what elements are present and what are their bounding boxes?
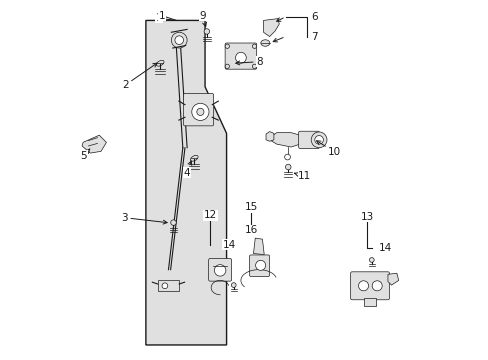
Circle shape — [191, 103, 208, 121]
Text: 2: 2 — [122, 63, 157, 90]
Polygon shape — [269, 133, 300, 147]
Ellipse shape — [156, 60, 163, 66]
Circle shape — [284, 154, 290, 160]
Circle shape — [285, 164, 290, 170]
Circle shape — [175, 36, 183, 44]
Polygon shape — [265, 132, 273, 141]
Text: 12: 12 — [203, 210, 217, 220]
Circle shape — [171, 32, 187, 48]
Circle shape — [252, 64, 256, 68]
FancyBboxPatch shape — [208, 258, 231, 281]
FancyBboxPatch shape — [183, 94, 213, 126]
Text: 1: 1 — [159, 11, 165, 21]
Bar — [158, 280, 179, 291]
Circle shape — [214, 265, 225, 276]
Circle shape — [314, 135, 323, 144]
Text: 13: 13 — [360, 212, 373, 222]
Polygon shape — [263, 19, 279, 37]
Polygon shape — [145, 21, 226, 345]
Polygon shape — [253, 238, 264, 255]
Circle shape — [231, 283, 236, 287]
FancyBboxPatch shape — [298, 131, 319, 148]
Text: 1: 1 — [156, 13, 162, 23]
Text: 3: 3 — [121, 213, 167, 224]
Text: 11: 11 — [294, 171, 311, 181]
Circle shape — [196, 108, 203, 116]
Text: 16: 16 — [244, 225, 257, 235]
Text: 14: 14 — [378, 243, 391, 253]
Circle shape — [310, 132, 326, 148]
Text: 15: 15 — [244, 202, 257, 212]
Circle shape — [224, 64, 229, 68]
Circle shape — [358, 281, 368, 291]
FancyBboxPatch shape — [350, 272, 388, 300]
Circle shape — [170, 220, 176, 225]
Polygon shape — [82, 135, 106, 153]
Text: 10: 10 — [316, 141, 341, 157]
FancyBboxPatch shape — [249, 255, 269, 276]
Polygon shape — [387, 273, 398, 285]
Circle shape — [224, 44, 229, 48]
Text: 4: 4 — [183, 161, 191, 178]
Ellipse shape — [260, 40, 269, 46]
Circle shape — [255, 260, 265, 270]
Text: 6: 6 — [310, 12, 317, 22]
Text: 8: 8 — [235, 57, 263, 67]
Circle shape — [235, 52, 246, 63]
Circle shape — [252, 44, 256, 48]
FancyBboxPatch shape — [224, 43, 256, 69]
Bar — [363, 298, 376, 306]
Circle shape — [369, 258, 373, 262]
Ellipse shape — [190, 156, 198, 161]
Circle shape — [203, 29, 209, 34]
Circle shape — [371, 281, 382, 291]
Text: 5: 5 — [81, 149, 90, 161]
Circle shape — [162, 283, 167, 289]
Text: 7: 7 — [310, 32, 317, 41]
Text: 14: 14 — [222, 239, 235, 249]
Text: 9: 9 — [199, 11, 206, 26]
